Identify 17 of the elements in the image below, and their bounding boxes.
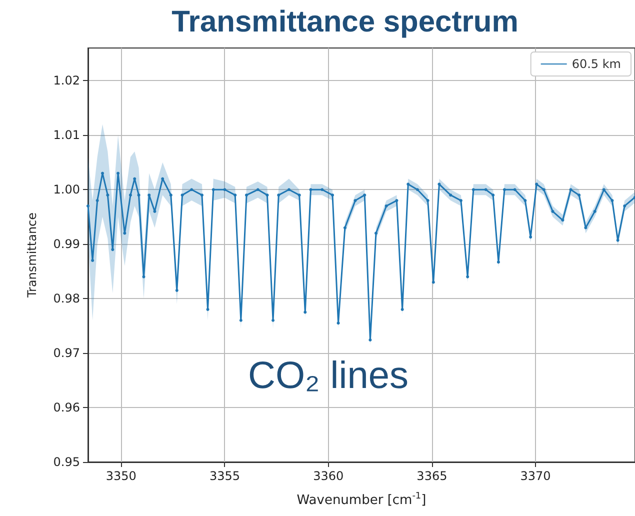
x-tick-label: 3370 — [520, 469, 551, 483]
annotation: CO₂ lines — [248, 355, 408, 397]
x-tick-label: 3350 — [106, 469, 136, 483]
y-tick-label: 0.97 — [53, 346, 80, 360]
y-tick-label: 1.00 — [53, 182, 80, 197]
x-tick-label: 3365 — [416, 469, 448, 483]
legend-label: 60.5 km — [572, 57, 621, 71]
x-tick-label: 3360 — [313, 469, 344, 483]
y-tick-label: 1.02 — [53, 74, 80, 88]
y-tick-label: 0.98 — [53, 292, 80, 306]
chart-title: Transmittance spectrum — [172, 6, 518, 38]
y-tick-label: 0.96 — [53, 400, 80, 415]
y-tick-label: 1.01 — [53, 128, 80, 142]
y-tick-label: 0.95 — [53, 455, 80, 469]
y-axis-title: Transmittance — [25, 212, 39, 299]
x-tick-label: 3355 — [209, 469, 240, 483]
y-tick-label: 0.99 — [53, 237, 80, 252]
